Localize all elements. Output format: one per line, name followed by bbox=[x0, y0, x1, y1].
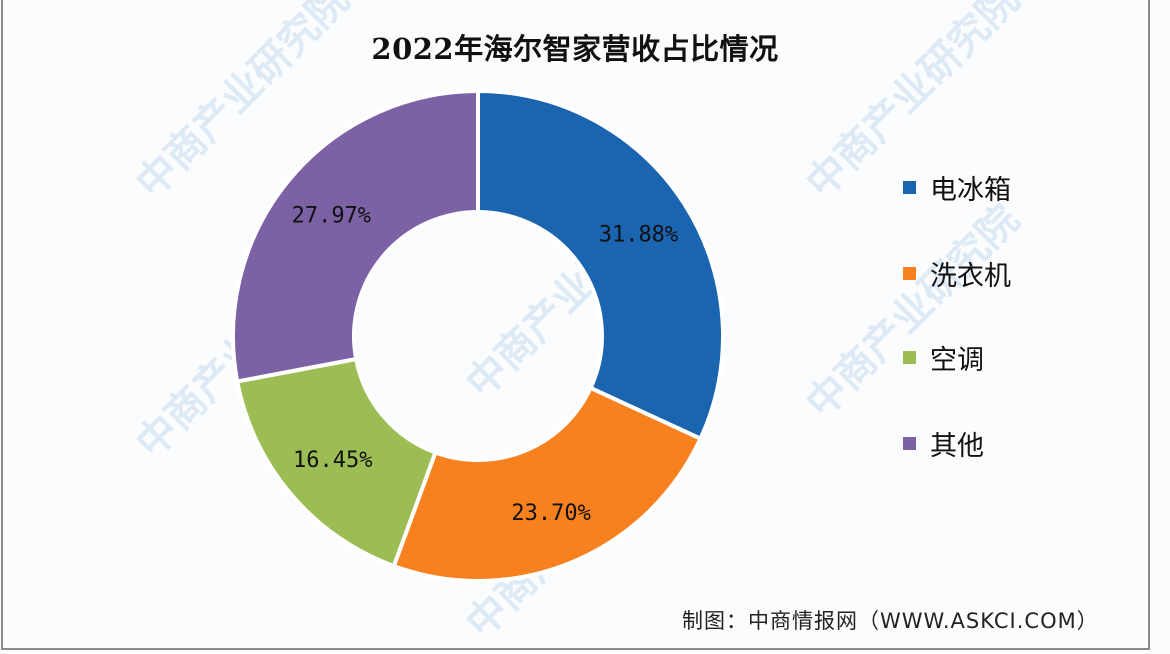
legend-swatch bbox=[903, 351, 916, 364]
legend-label: 电冰箱 bbox=[930, 175, 1011, 206]
legend-swatch bbox=[903, 181, 916, 194]
slice-value-label: 16.45% bbox=[293, 448, 372, 473]
slice-value-label: 27.97% bbox=[292, 203, 371, 228]
slice-other bbox=[231, 88, 480, 384]
slice-value-label: 31.88% bbox=[599, 222, 678, 247]
slice-value-label: 23.70% bbox=[511, 501, 590, 526]
chart-frame bbox=[1, 0, 1150, 650]
legend-item-other: 其他 bbox=[903, 424, 984, 463]
legend-swatch bbox=[903, 437, 916, 450]
legend-label: 空调 bbox=[930, 345, 984, 376]
slice-ac bbox=[234, 356, 438, 569]
legend-label: 其他 bbox=[930, 431, 984, 462]
legend-label: 洗衣机 bbox=[930, 261, 1011, 292]
legend-item-washer: 洗衣机 bbox=[903, 254, 1011, 293]
chart-title: 2022年海尔智家营收占比情况 bbox=[371, 32, 779, 66]
slice-fridge bbox=[476, 88, 725, 442]
legend-item-fridge: 电冰箱 bbox=[903, 168, 1011, 207]
legend-item-ac: 空调 bbox=[903, 338, 984, 377]
source-credit: 制图：中商情报网（WWW.ASKCI.COM） bbox=[682, 609, 1099, 633]
slice-washer bbox=[391, 385, 704, 583]
legend-swatch bbox=[903, 267, 916, 280]
